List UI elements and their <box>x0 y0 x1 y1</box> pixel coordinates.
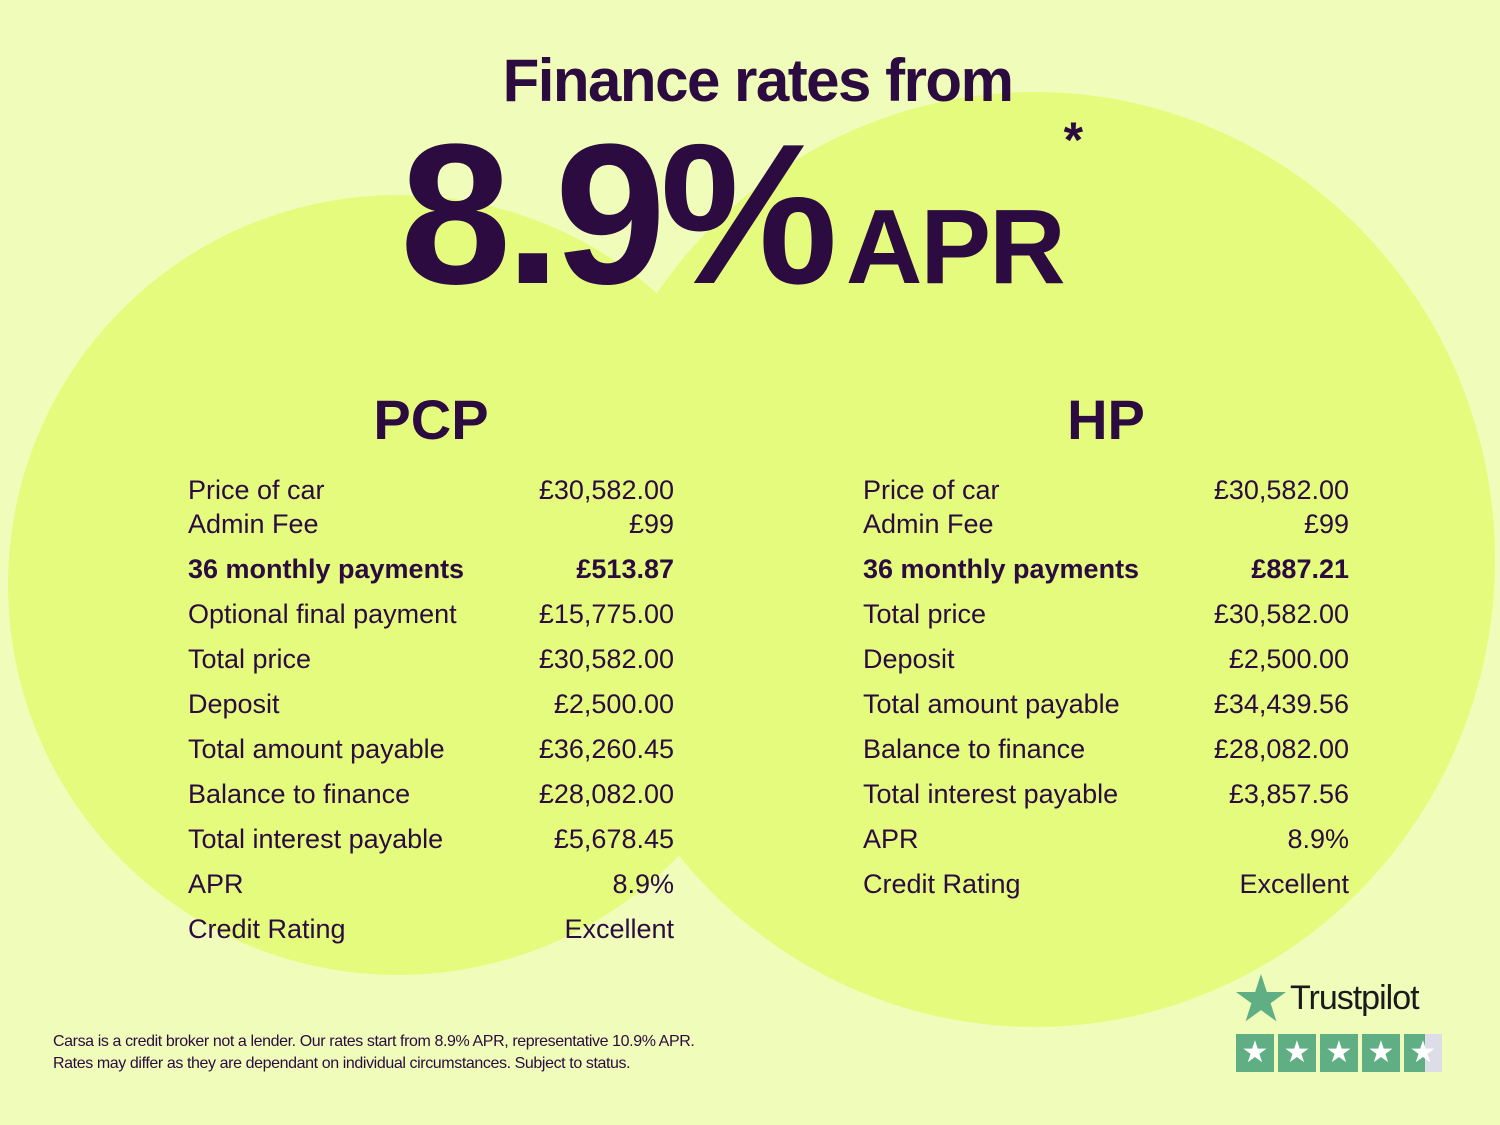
row-label: Price of car <box>188 475 325 505</box>
star-icon: ★ <box>1320 1034 1358 1072</box>
pcp-title: PCP <box>373 388 489 451</box>
row-value: 8.9% <box>612 869 674 899</box>
row-label: Admin Fee <box>188 509 319 539</box>
hp-row: APR 8.9% <box>863 822 1349 856</box>
row-label: Balance to finance <box>188 779 411 809</box>
pcp-row: Deposit £2,500.00 <box>188 687 674 721</box>
pcp-row: Total price £30,582.00 <box>188 642 674 676</box>
hp-row: Total interest payable £3,857.56 <box>863 777 1349 811</box>
trustpilot-rating: ★ ★ ★ ★ ★ <box>1236 1034 1446 1072</box>
hp-row: Price of car £30,582.00 <box>863 473 1349 507</box>
row-label: Deposit <box>863 644 955 674</box>
pcp-row: Optional final payment £15,775.00 <box>188 597 674 631</box>
row-value: £2,500.00 <box>553 689 674 719</box>
trustpilot-badge: Trustpilot ★ ★ ★ ★ ★ <box>1236 972 1446 1072</box>
pcp-row: Total amount payable £36,260.45 <box>188 732 674 766</box>
row-value: £99 <box>628 509 674 539</box>
rate-display: 8.9% APR* <box>400 112 1084 315</box>
row-value: £28,082.00 <box>538 779 674 809</box>
star-icon: ★ <box>1278 1034 1316 1072</box>
pcp-row: APR 8.9% <box>188 867 674 901</box>
pcp-row: Total interest payable £5,678.45 <box>188 822 674 856</box>
row-value: £30,582.00 <box>1213 475 1349 505</box>
row-value: £30,582.00 <box>1213 599 1349 629</box>
row-label: Optional final payment <box>188 599 457 629</box>
headline: Finance rates from <box>502 47 1014 114</box>
hp-row: Total price £30,582.00 <box>863 597 1349 631</box>
pcp-row: Balance to finance £28,082.00 <box>188 777 674 811</box>
row-value: £30,582.00 <box>538 475 674 505</box>
row-label: Balance to finance <box>863 734 1086 764</box>
row-value: £30,582.00 <box>538 644 674 674</box>
hp-row: Deposit £2,500.00 <box>863 642 1349 676</box>
row-label: Total price <box>188 644 312 674</box>
row-value: £5,678.45 <box>553 824 674 854</box>
background-circle-right <box>575 92 1495 1027</box>
row-value: £99 <box>1303 509 1349 539</box>
row-label: Total amount payable <box>863 689 1120 719</box>
row-value: Excellent <box>564 914 674 944</box>
row-value: £15,775.00 <box>538 599 674 629</box>
row-label: APR <box>188 869 244 899</box>
row-label: Total interest payable <box>188 824 444 854</box>
pcp-row: Admin Fee £99 <box>188 507 674 541</box>
row-label: Admin Fee <box>863 509 994 539</box>
star-icon: ★ <box>1236 1034 1274 1072</box>
row-label: 36 monthly payments <box>188 554 465 584</box>
disclaimer-line: Rates may differ as they are dependant o… <box>53 1055 631 1072</box>
row-label: APR <box>863 824 919 854</box>
row-value: £28,082.00 <box>1213 734 1349 764</box>
hp-row: Total amount payable £34,439.56 <box>863 687 1349 721</box>
row-label: Credit Rating <box>188 914 346 944</box>
hp-title: HP <box>1067 388 1145 451</box>
pcp-row: 36 monthly payments £513.87 <box>188 552 674 586</box>
row-label: Price of car <box>863 475 1000 505</box>
row-label: 36 monthly payments <box>863 554 1140 584</box>
hp-row: Admin Fee £99 <box>863 507 1349 541</box>
disclaimer: Carsa is a credit broker not a lender. O… <box>53 1031 695 1075</box>
row-value: £887.21 <box>1251 554 1349 584</box>
row-value: £513.87 <box>576 554 674 584</box>
disclaimer-line: Carsa is a credit broker not a lender. O… <box>53 1033 695 1050</box>
row-label: Total price <box>863 599 987 629</box>
trustpilot-logo: Trustpilot <box>1290 978 1420 1017</box>
pcp-row: Price of car £30,582.00 <box>188 473 674 507</box>
row-value: £36,260.45 <box>538 734 674 764</box>
row-value: £2,500.00 <box>1228 644 1349 674</box>
row-label: Deposit <box>188 689 280 719</box>
star-icon: ★ <box>1404 1034 1442 1072</box>
row-label: Total interest payable <box>863 779 1119 809</box>
row-label: Credit Rating <box>863 869 1021 899</box>
hp-row: 36 monthly payments £887.21 <box>863 552 1349 586</box>
rate-value: 8.9% <box>400 103 838 326</box>
row-value: £34,439.56 <box>1213 689 1349 719</box>
star-icon <box>1236 974 1286 1022</box>
asterisk: * <box>1063 112 1084 168</box>
hp-row: Credit Rating Excellent <box>863 867 1349 901</box>
row-value: 8.9% <box>1287 824 1349 854</box>
row-value: Excellent <box>1239 869 1349 899</box>
row-value: £3,857.56 <box>1228 779 1349 809</box>
hp-row: Balance to finance £28,082.00 <box>863 732 1349 766</box>
pcp-row: Credit Rating Excellent <box>188 912 674 946</box>
row-label: Total amount payable <box>188 734 445 764</box>
rate-suffix: APR <box>845 188 1066 306</box>
star-icon: ★ <box>1362 1034 1400 1072</box>
